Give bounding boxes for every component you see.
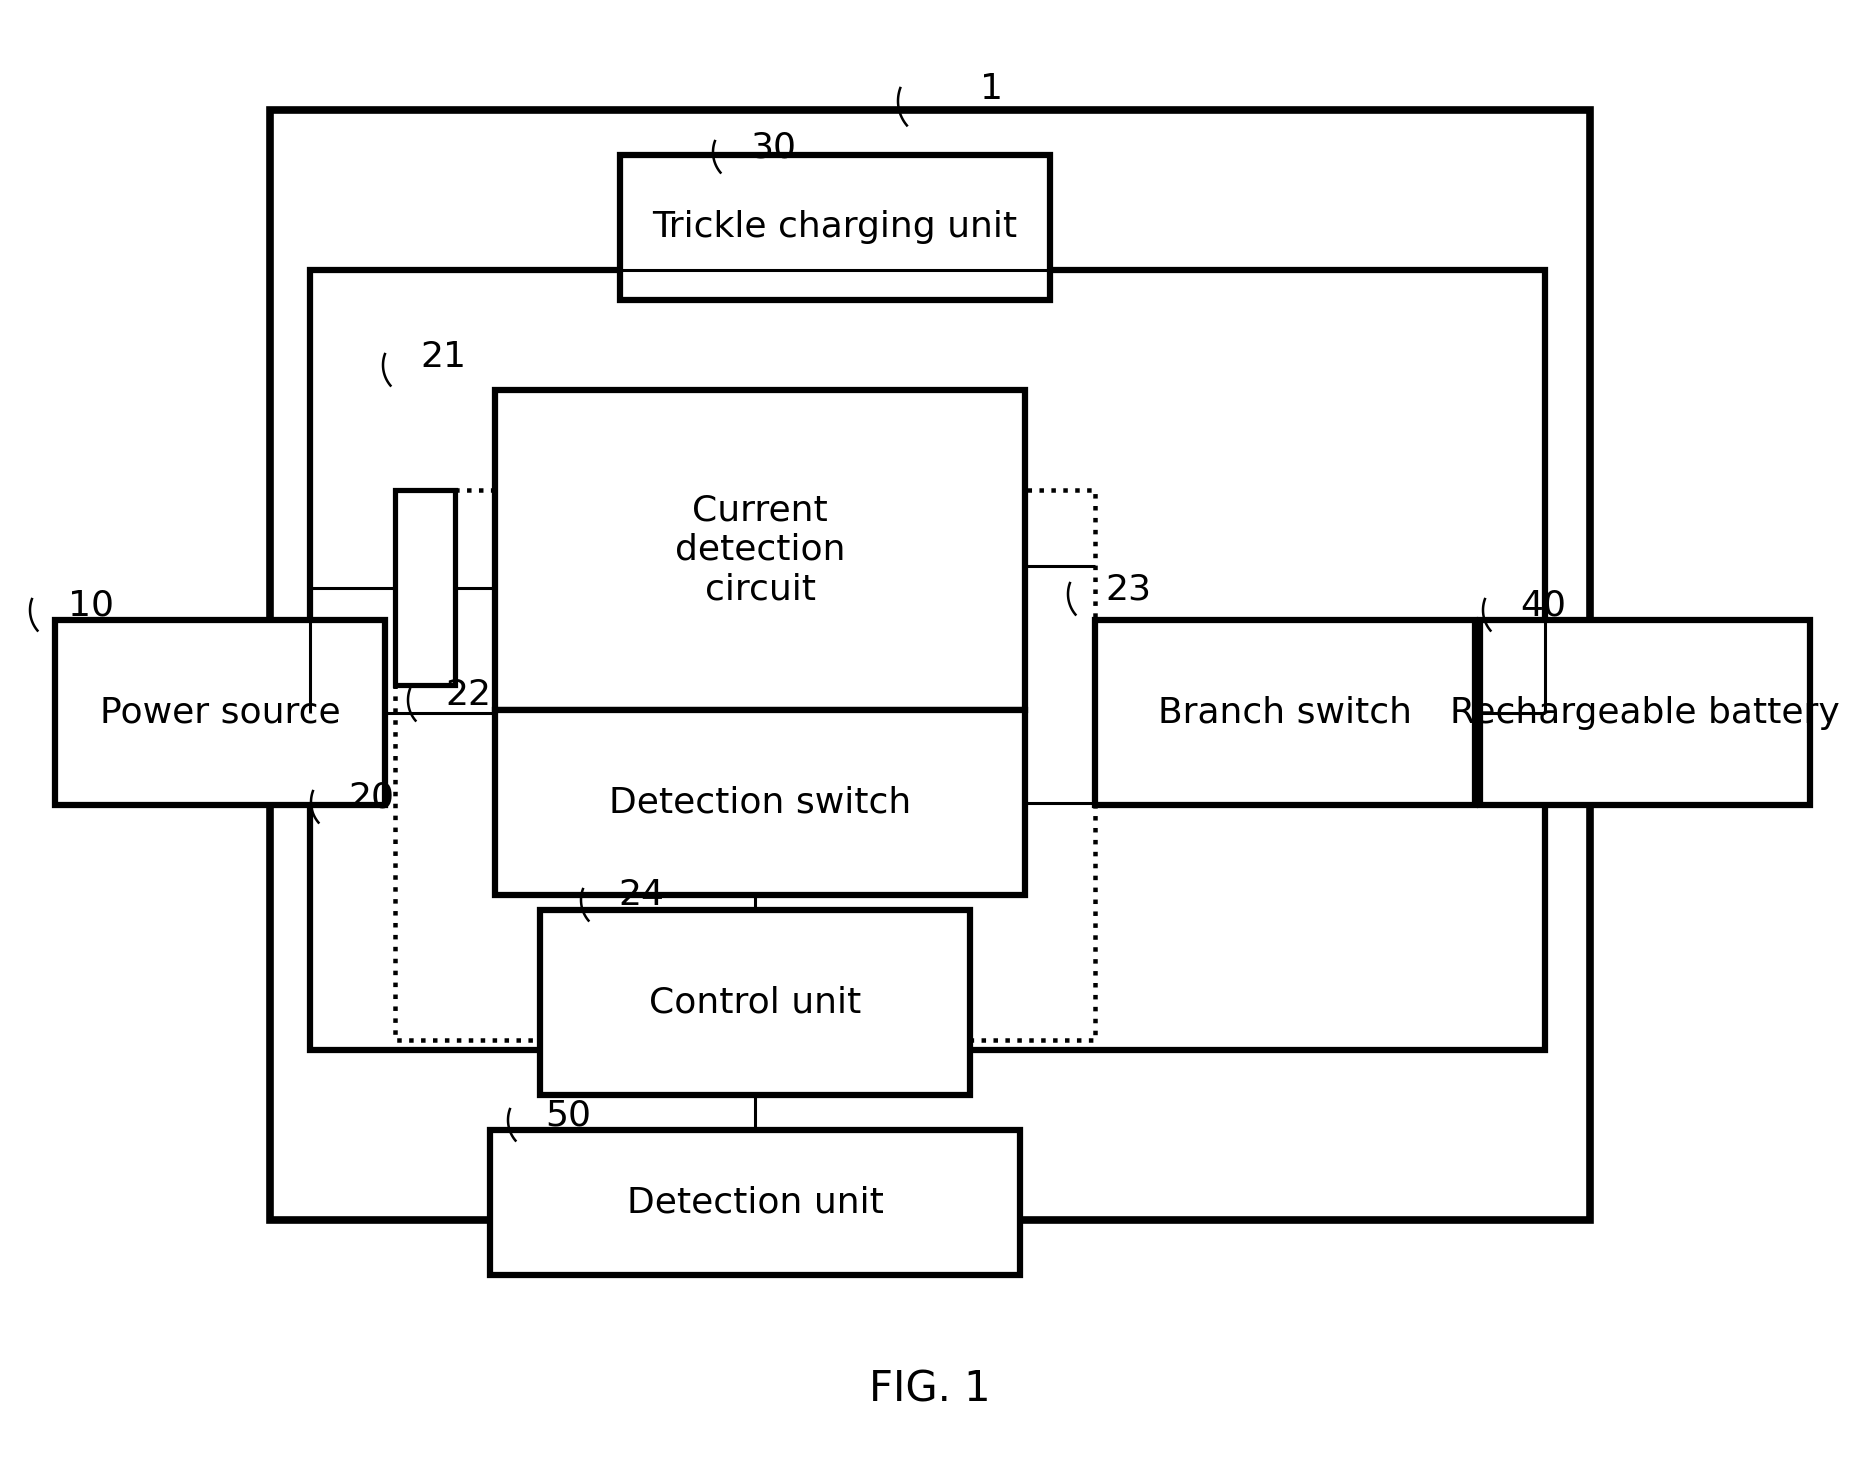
Text: Power source: Power source (100, 695, 340, 730)
Text: FIG. 1: FIG. 1 (869, 1369, 991, 1410)
Bar (270, 110, 1590, 1220)
Text: 24: 24 (618, 878, 664, 911)
Bar (1481, 620, 1810, 805)
Text: 40: 40 (1520, 588, 1566, 622)
Text: 21: 21 (420, 339, 467, 375)
Bar (311, 271, 1546, 1050)
Bar (495, 710, 1025, 895)
Bar (619, 155, 1051, 300)
Bar (539, 910, 971, 1094)
Bar (1096, 620, 1475, 805)
Text: 1: 1 (980, 72, 1003, 105)
Text: 30: 30 (750, 130, 796, 164)
Text: Control unit: Control unit (649, 986, 861, 1020)
Text: 20: 20 (348, 780, 394, 813)
Text: Trickle charging unit: Trickle charging unit (653, 211, 1017, 244)
Bar (394, 490, 456, 685)
Bar (56, 620, 385, 805)
Text: 22: 22 (445, 677, 491, 712)
Text: Detection switch: Detection switch (608, 786, 911, 819)
Text: 50: 50 (545, 1099, 591, 1132)
Bar (495, 391, 1025, 710)
Text: Current
detection
circuit: Current detection circuit (675, 493, 844, 606)
Bar (489, 1129, 1019, 1274)
Text: Rechargeable battery: Rechargeable battery (1451, 695, 1840, 730)
Text: Branch switch: Branch switch (1159, 695, 1412, 730)
Text: Detection unit: Detection unit (627, 1185, 884, 1220)
Text: 23: 23 (1105, 572, 1151, 606)
Bar (394, 490, 1096, 1040)
Text: 10: 10 (69, 588, 113, 622)
